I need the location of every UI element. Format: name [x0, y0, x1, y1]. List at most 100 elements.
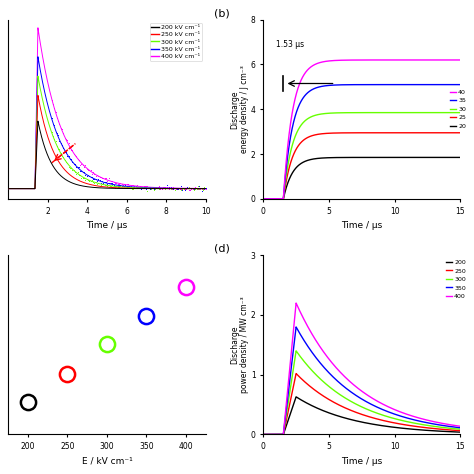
Point	[55, 120, 63, 128]
Point	[167, 183, 174, 191]
Point	[190, 187, 198, 194]
Point	[190, 184, 198, 192]
Point	[88, 170, 96, 177]
Point	[69, 146, 76, 154]
Point	[163, 183, 171, 191]
Point	[106, 179, 114, 187]
Point	[102, 182, 110, 189]
Point	[126, 182, 133, 190]
Point	[144, 187, 151, 194]
Point	[110, 182, 118, 190]
Y-axis label: Discharge
energy density / J cm⁻³: Discharge energy density / J cm⁻³	[230, 65, 249, 153]
Point	[85, 177, 93, 184]
Point	[142, 183, 150, 191]
Point	[155, 182, 163, 190]
Point	[62, 158, 70, 166]
Point	[193, 185, 201, 192]
Point	[73, 152, 80, 160]
Point	[58, 152, 66, 160]
Point	[168, 185, 176, 192]
Point	[61, 156, 68, 164]
Point	[135, 183, 142, 191]
Point	[126, 182, 133, 190]
Point	[151, 185, 159, 192]
Point	[181, 185, 189, 193]
X-axis label: E / kV cm⁻¹: E / kV cm⁻¹	[82, 456, 132, 465]
Point	[142, 185, 150, 193]
Point	[188, 184, 195, 192]
Point	[177, 182, 185, 190]
Point	[65, 152, 73, 160]
Point	[150, 186, 158, 194]
Point	[197, 184, 204, 191]
Point	[133, 183, 141, 191]
Point	[67, 164, 75, 172]
Point	[167, 184, 174, 192]
Point	[94, 175, 102, 182]
Point	[66, 145, 73, 152]
Point	[55, 137, 63, 145]
Point	[106, 182, 114, 190]
Point	[131, 183, 138, 191]
X-axis label: Time / μs: Time / μs	[341, 221, 383, 230]
Point	[92, 172, 100, 179]
Point	[66, 155, 73, 163]
Point	[71, 151, 79, 158]
Point	[49, 120, 57, 128]
Point	[103, 180, 111, 188]
Point	[112, 182, 120, 190]
X-axis label: Time / μs: Time / μs	[341, 456, 383, 465]
Point	[171, 186, 178, 194]
Point	[136, 184, 144, 192]
Point	[82, 162, 89, 169]
Point	[129, 185, 137, 192]
Point	[100, 174, 107, 182]
Point	[173, 185, 181, 192]
Point	[75, 171, 82, 179]
Point	[176, 184, 183, 192]
Point	[73, 164, 80, 171]
Point	[48, 96, 55, 103]
Point	[61, 148, 68, 155]
Point	[115, 182, 123, 189]
Point	[191, 185, 199, 192]
Point	[140, 183, 147, 191]
Point	[136, 182, 144, 190]
Point	[91, 175, 98, 182]
Point	[180, 184, 187, 191]
Point	[117, 182, 124, 190]
Point	[137, 183, 145, 191]
Point	[138, 184, 146, 192]
Point	[144, 182, 151, 190]
Point	[57, 149, 64, 156]
Point	[147, 184, 155, 191]
Point	[153, 183, 160, 191]
Point	[141, 184, 148, 192]
Point	[58, 141, 66, 149]
Point	[109, 179, 116, 186]
Point	[101, 178, 109, 186]
Point	[88, 176, 96, 183]
Point	[55, 146, 63, 153]
Point	[75, 156, 82, 164]
Point	[98, 180, 106, 188]
Point	[122, 184, 129, 191]
Point	[171, 184, 178, 191]
Point	[100, 179, 107, 187]
Point	[110, 178, 118, 186]
Point	[128, 184, 136, 191]
Point	[105, 174, 112, 182]
Point	[179, 185, 186, 193]
Point	[83, 172, 91, 180]
Point	[67, 146, 75, 153]
Point	[141, 182, 148, 190]
Point	[162, 183, 169, 191]
Point	[70, 150, 77, 158]
Point	[111, 179, 119, 187]
Point	[151, 184, 159, 191]
Point	[106, 180, 114, 187]
Point	[143, 312, 150, 319]
Point	[101, 174, 109, 182]
Point	[103, 340, 111, 348]
Point	[74, 168, 82, 176]
